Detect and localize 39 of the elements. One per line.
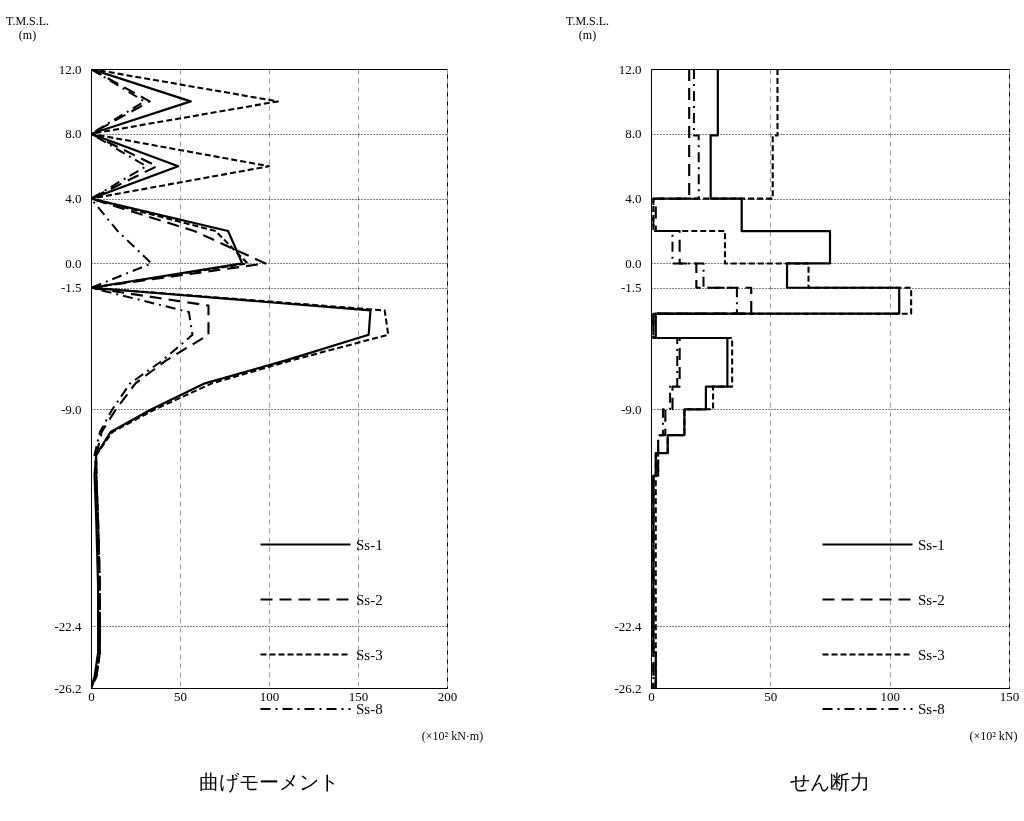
x-tick-label: 0 — [648, 688, 655, 704]
y-tick-label: -9.0 — [60, 401, 82, 417]
x-axis-title: (×10² kN) — [969, 728, 1018, 743]
y-tick-label: 0.0 — [625, 255, 642, 271]
y-tick-label: 8.0 — [65, 126, 82, 142]
y-axis-title: T.M.S.L. (m) — [5, 13, 50, 42]
x-tick-label: 150 — [999, 688, 1020, 704]
y-tick-label: -22.4 — [614, 618, 642, 634]
x-axis-title: (×10² kN·m) — [421, 728, 484, 743]
text: Ss-2 — [356, 591, 383, 608]
text: Ss-1 — [356, 536, 383, 553]
y-tick-label: -22.4 — [54, 618, 82, 634]
text: Ss-8 — [356, 701, 383, 717]
text: Ss-2 — [918, 591, 945, 608]
text: 曲げモーメント — [199, 771, 339, 793]
y-tick-label: 12.0 — [58, 61, 82, 77]
y-tick-label: 0.0 — [65, 255, 82, 271]
x-tick-label: 50 — [174, 688, 187, 704]
y-tick-label: -26.2 — [54, 680, 82, 696]
y-tick-label: -26.2 — [614, 680, 642, 696]
text: Ss-1 — [918, 536, 945, 553]
text: Ss-8 — [918, 701, 945, 717]
y-tick-label: -9.0 — [620, 401, 642, 417]
y-tick-label: 4.0 — [625, 191, 642, 207]
y-tick-label: 12.0 — [618, 61, 642, 77]
x-tick-label: 200 — [437, 688, 458, 704]
x-tick-label: 50 — [764, 688, 778, 704]
x-tick-label: 100 — [259, 688, 280, 704]
y-tick-label: 4.0 — [65, 191, 82, 207]
x-tick-label: 0 — [88, 688, 95, 704]
y-tick-label: 8.0 — [625, 126, 642, 142]
y-tick-label: -1.5 — [60, 280, 82, 296]
text: せん断力 — [790, 771, 870, 793]
y-tick-label: -1.5 — [620, 280, 642, 296]
text: Ss-3 — [356, 646, 383, 663]
y-axis-title: T.M.S.L. (m) — [565, 13, 610, 42]
x-tick-label: 100 — [880, 688, 900, 704]
x-tick-label: 150 — [348, 688, 369, 704]
text: Ss-3 — [918, 646, 945, 663]
